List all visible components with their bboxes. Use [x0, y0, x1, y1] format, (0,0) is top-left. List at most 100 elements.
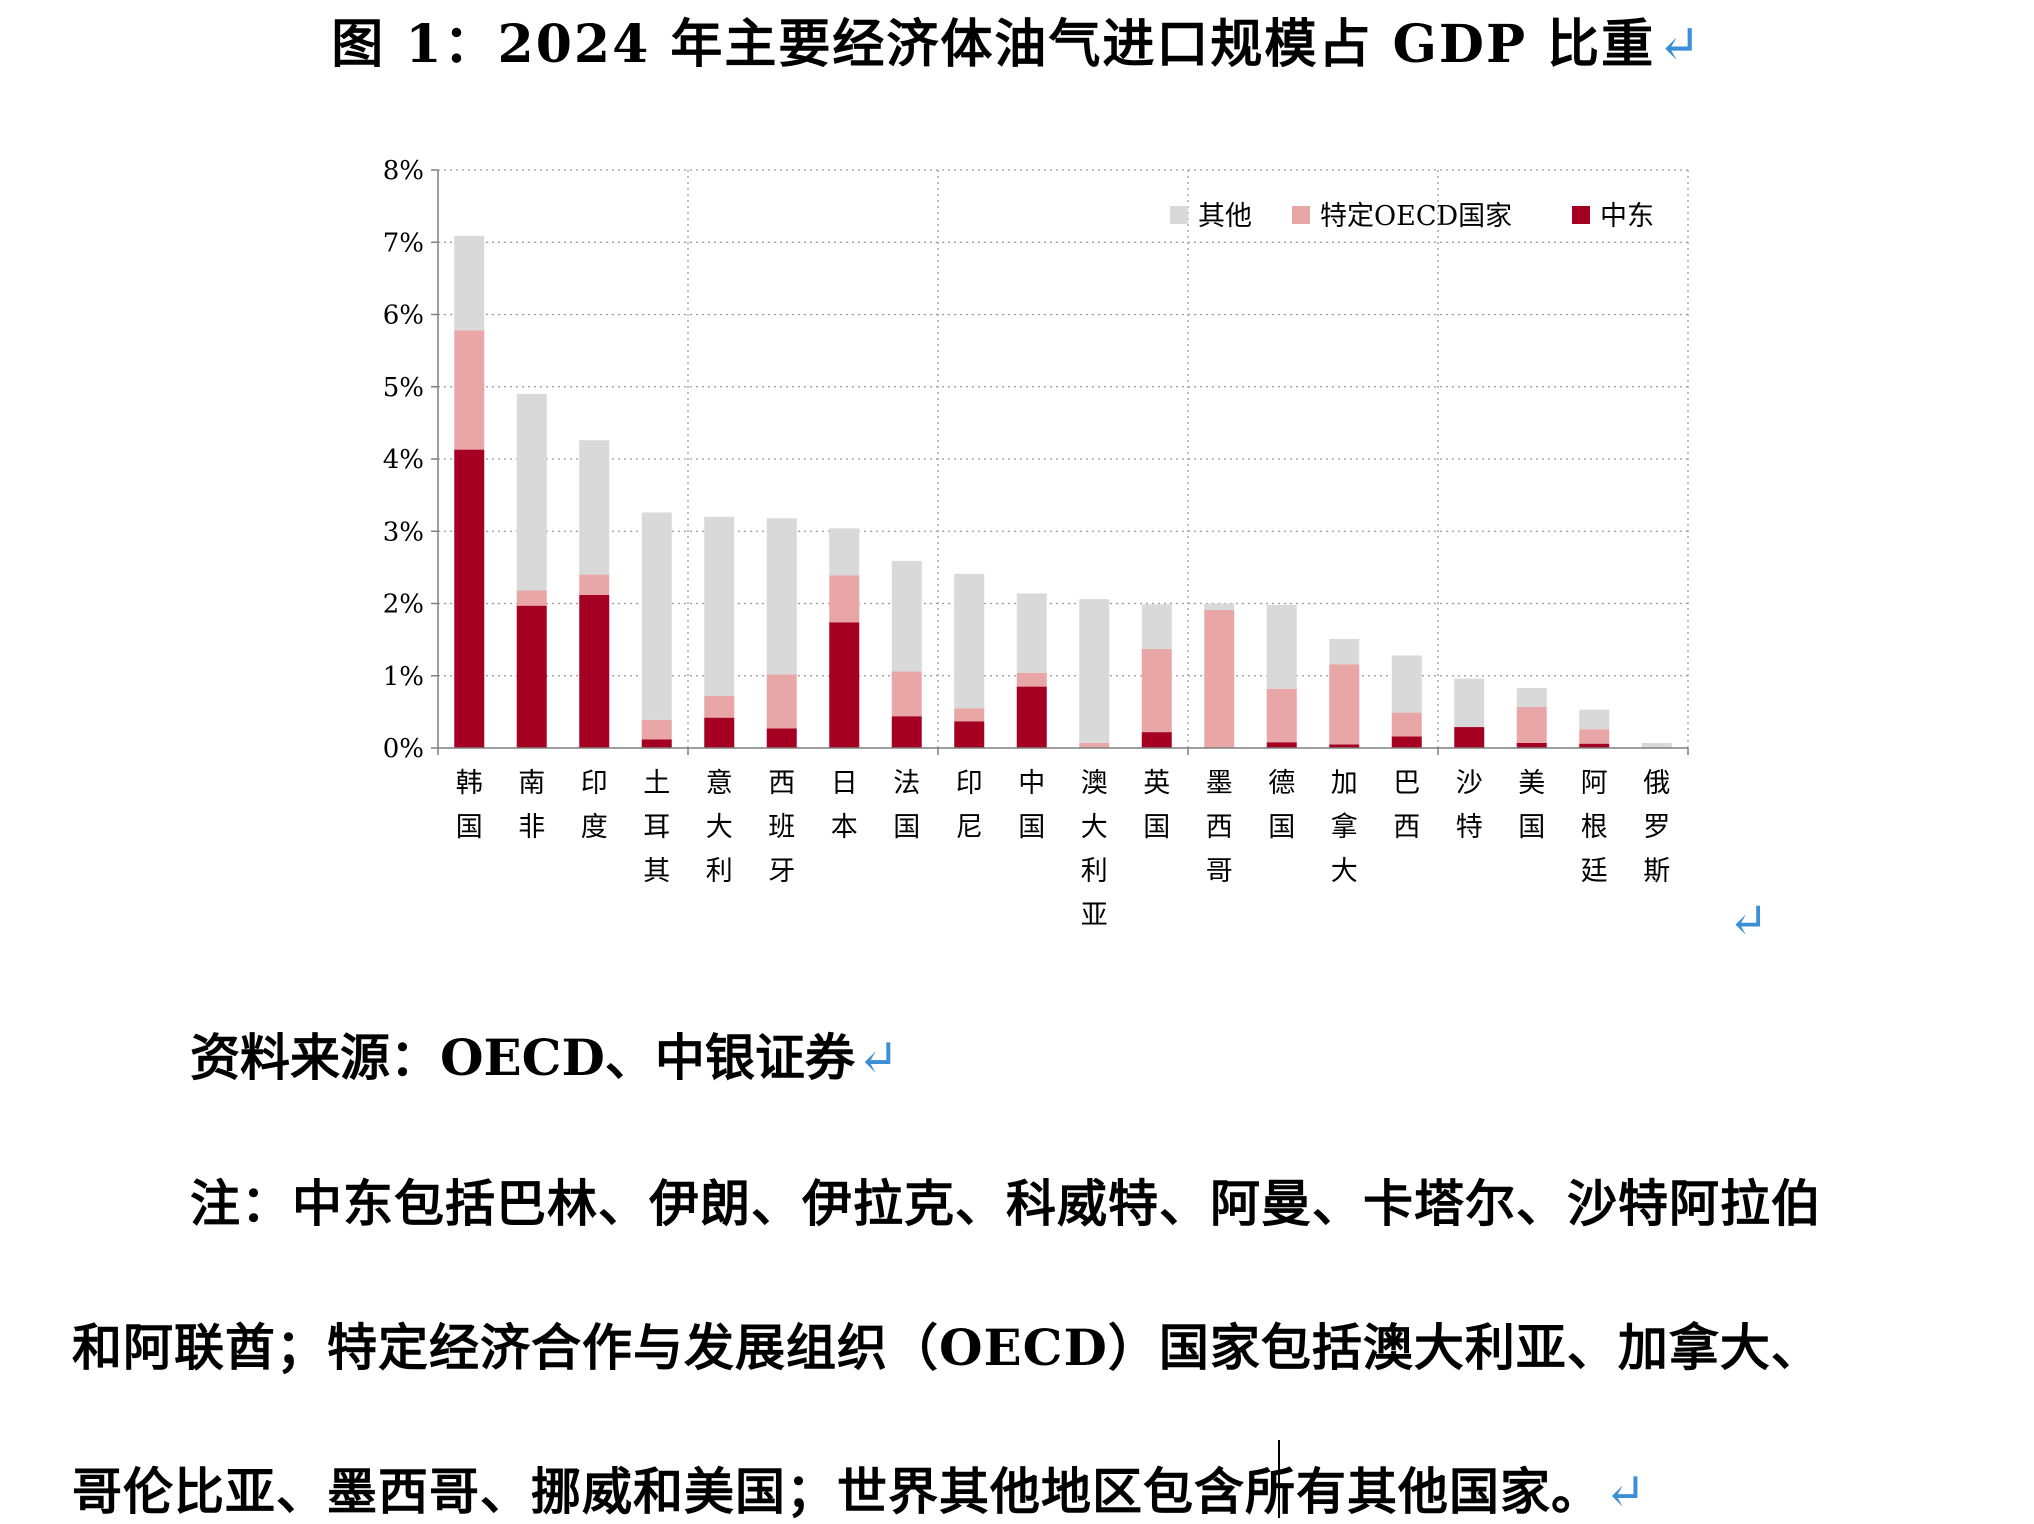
note-line: 和阿联酋；特定经济合作与发展组织（OECD）国家包括澳大利亚、加拿大、	[72, 1308, 1822, 1380]
x-tick-label: 法国	[893, 768, 920, 843]
return-mark: ↵	[857, 1029, 899, 1087]
text-cursor	[1278, 1440, 1280, 1518]
legend-swatch	[1572, 206, 1590, 224]
return-mark: ↵	[1604, 1463, 1647, 1521]
source-text: 资料来源：OECD、中银证券	[190, 1028, 855, 1087]
x-tick-label: 西班牙	[768, 768, 795, 887]
bar-segment-特定OECD国家	[1204, 610, 1234, 748]
y-tick-label: 2%	[383, 590, 424, 620]
bar-segment-特定OECD国家	[517, 590, 547, 605]
y-tick-label: 4%	[383, 445, 424, 475]
bar-segment-特定OECD国家	[579, 575, 609, 595]
bar-segment-中东	[954, 721, 984, 748]
x-tick-label: 土耳其	[643, 768, 670, 887]
bar-segment-其他	[767, 518, 797, 674]
chart: 0%1%2%3%4%5%6%7%8%韩国南非印度土耳其意大利西班牙日本法国印尼中…	[0, 0, 2034, 960]
bar-segment-特定OECD国家	[1517, 707, 1547, 743]
x-tick-label: 德国	[1268, 768, 1295, 843]
bar-segment-其他	[1142, 604, 1172, 649]
x-tick-label: 英国	[1143, 768, 1170, 843]
legend-label: 中东	[1600, 201, 1654, 232]
chart-bars	[454, 236, 1672, 748]
y-tick-label: 5%	[383, 373, 424, 403]
bar-segment-其他	[1454, 679, 1484, 727]
bar-segment-其他	[1204, 604, 1234, 611]
note-line: 哥伦比亚、墨西哥、挪威和美国；世界其他地区包含所有其他国家。↵	[72, 1452, 1647, 1524]
source-note: 资料来源：OECD、中银证券↵	[190, 1018, 899, 1090]
bar-segment-特定OECD国家	[704, 696, 734, 718]
bar-segment-其他	[642, 512, 672, 719]
x-tick-label: 南非	[518, 768, 545, 843]
note-text: 哥伦比亚、墨西哥、挪威和美国；世界其他地区包含所有其他国家。	[72, 1462, 1602, 1521]
bar-segment-中东	[1392, 736, 1422, 748]
y-tick-label: 1%	[383, 662, 424, 692]
x-tick-label: 美国	[1518, 768, 1545, 843]
bar-segment-中东	[1267, 742, 1297, 748]
chart-axes: 0%1%2%3%4%5%6%7%8%韩国南非印度土耳其意大利西班牙日本法国印尼中…	[383, 156, 1688, 931]
bar-segment-中东	[1017, 687, 1047, 748]
bar-segment-特定OECD国家	[767, 674, 797, 728]
note-line: 注：中东包括巴林、伊朗、伊拉克、科威特、阿曼、卡塔尔、沙特阿拉伯	[190, 1164, 1822, 1236]
bar-segment-特定OECD国家	[1079, 743, 1109, 748]
bar-segment-其他	[1642, 743, 1672, 748]
x-tick-label: 墨西哥	[1206, 768, 1233, 887]
bar-segment-中东	[579, 595, 609, 748]
bar-segment-其他	[454, 236, 484, 331]
bar-segment-其他	[579, 440, 609, 574]
bar-segment-中东	[829, 622, 859, 748]
chart-legend: 其他 特定OECD国家 中东	[1170, 201, 1654, 232]
bar-segment-特定OECD国家	[1392, 713, 1422, 737]
bar-segment-中东	[454, 450, 484, 748]
x-tick-label: 巴西	[1393, 768, 1420, 843]
bar-segment-特定OECD国家	[892, 671, 922, 716]
x-tick-label: 印尼	[956, 768, 983, 843]
bar-segment-特定OECD国家	[1267, 689, 1297, 742]
x-tick-label: 中国	[1018, 768, 1045, 843]
bar-segment-特定OECD国家	[454, 330, 484, 449]
bar-segment-特定OECD国家	[1329, 664, 1359, 744]
legend-swatch	[1292, 206, 1310, 224]
y-tick-label: 0%	[383, 734, 424, 764]
bar-segment-特定OECD国家	[642, 720, 672, 740]
legend-label: 其他	[1198, 201, 1252, 232]
chart-grid	[438, 170, 1688, 748]
bar-segment-其他	[892, 561, 922, 672]
bar-segment-中东	[767, 728, 797, 748]
y-tick-label: 7%	[383, 228, 424, 258]
legend-swatch	[1170, 206, 1188, 224]
bar-segment-其他	[704, 517, 734, 696]
y-tick-label: 3%	[383, 517, 424, 547]
bar-segment-中东	[1454, 727, 1484, 748]
x-tick-label: 日本	[831, 768, 858, 843]
x-tick-label: 意大利	[706, 768, 733, 887]
bar-segment-其他	[954, 574, 984, 708]
bar-segment-其他	[1517, 688, 1547, 707]
x-tick-label: 加拿大	[1331, 768, 1358, 887]
bar-segment-其他	[1017, 593, 1047, 672]
bar-segment-其他	[1579, 710, 1609, 730]
legend-label: 特定OECD国家	[1320, 201, 1512, 232]
bar-segment-其他	[1267, 605, 1297, 689]
bar-segment-其他	[1392, 656, 1422, 713]
bar-segment-特定OECD国家	[1579, 729, 1609, 743]
bar-segment-特定OECD国家	[1142, 649, 1172, 732]
x-tick-label: 沙特	[1456, 768, 1483, 843]
bar-segment-其他	[829, 528, 859, 575]
bar-segment-特定OECD国家	[1017, 673, 1047, 687]
bar-segment-中东	[1142, 732, 1172, 748]
bar-segment-特定OECD国家	[829, 575, 859, 622]
x-tick-label: 澳大利亚	[1081, 768, 1108, 931]
bar-segment-其他	[1079, 599, 1109, 743]
bar-segment-中东	[1517, 743, 1547, 748]
y-tick-label: 6%	[383, 301, 424, 331]
bar-segment-其他	[1329, 639, 1359, 664]
bar-segment-中东	[517, 606, 547, 748]
return-mark: ↵	[1728, 893, 1768, 949]
x-tick-label: 韩国	[456, 768, 483, 843]
bar-segment-特定OECD国家	[954, 708, 984, 721]
x-tick-label: 印度	[581, 768, 608, 843]
bar-segment-中东	[892, 716, 922, 748]
bar-segment-中东	[704, 718, 734, 748]
x-tick-label: 俄罗斯	[1643, 768, 1670, 887]
y-tick-label: 8%	[383, 156, 424, 186]
